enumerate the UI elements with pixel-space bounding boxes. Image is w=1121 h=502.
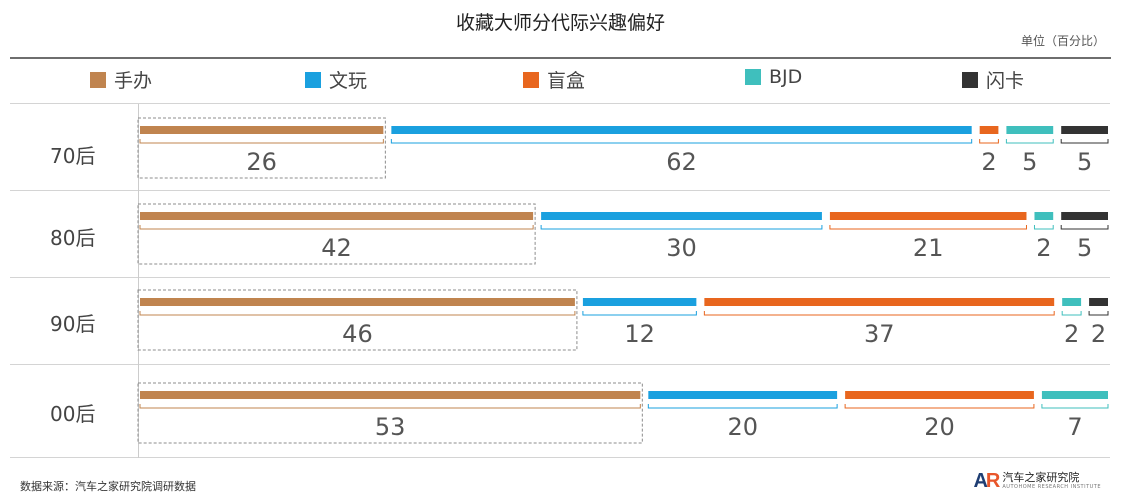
- data-label-闪卡-80后: 5: [1077, 234, 1092, 262]
- bar-bracket: [1033, 225, 1054, 230]
- highlight-frame: [137, 289, 578, 351]
- bar-手办-80后: [140, 212, 534, 220]
- data-label-盲盒-00后: 20: [924, 413, 955, 441]
- logo-mark: AR: [973, 470, 1000, 492]
- data-label-手办-00后: 53: [375, 413, 406, 441]
- legend-label: 闪卡: [986, 70, 1025, 92]
- data-label-文玩-80后: 30: [666, 234, 697, 262]
- bar-bracket: [1005, 139, 1054, 144]
- bar-文玩-70后: [391, 126, 972, 134]
- y-axis-line: [138, 104, 139, 458]
- title-rule: [10, 57, 1111, 59]
- bar-bracket: [139, 404, 641, 409]
- bar-BJD-70后: [1006, 126, 1054, 134]
- bar-闪卡-80后: [1061, 212, 1108, 220]
- data-label-盲盒-70后: 2: [981, 148, 996, 176]
- row-separator: [10, 190, 1110, 191]
- legend-item-手办: 手办: [90, 66, 152, 93]
- legend-swatch: [305, 71, 321, 88]
- bar-盲盒-00后: [845, 391, 1034, 399]
- bar-BJD-80后: [1034, 212, 1054, 220]
- legend: 手办 文玩 盲盒 BJD 闪卡: [0, 66, 1121, 96]
- data-label-文玩-00后: 20: [727, 413, 758, 441]
- bar-bracket: [1061, 311, 1082, 316]
- data-label-文玩-70后: 62: [666, 148, 697, 176]
- data-label-手办-90后: 46: [342, 320, 373, 348]
- chart-title: 收藏大师分代际兴趣偏好: [455, 12, 665, 34]
- legend-swatch: [523, 71, 539, 88]
- bar-bracket: [139, 139, 384, 144]
- category-label-80后: 80后: [50, 226, 96, 250]
- legend-swatch: [745, 69, 761, 85]
- bar-bracket: [703, 311, 1055, 316]
- data-label-盲盒-80后: 21: [913, 234, 944, 262]
- highlight-frame: [137, 382, 643, 444]
- bar-盲盒-80后: [829, 212, 1027, 220]
- bar-BJD-00后: [1041, 391, 1108, 399]
- bar-bracket: [1060, 225, 1109, 230]
- logo-name: 汽车之家研究院: [1002, 471, 1080, 484]
- bar-bracket: [540, 225, 823, 230]
- row-separator: [10, 457, 1110, 458]
- data-label-闪卡-90后: 2: [1091, 320, 1106, 348]
- bar-bracket: [1088, 311, 1109, 316]
- row-separator: [10, 277, 1110, 278]
- row-separator: [10, 364, 1110, 365]
- bar-bracket: [1041, 404, 1109, 409]
- bar-bracket: [829, 225, 1027, 230]
- highlight-frame: [137, 203, 536, 265]
- unit-label: 单位（百分比）: [1020, 34, 1105, 48]
- bar-bracket: [647, 404, 838, 409]
- bar-bracket: [979, 139, 999, 144]
- bar-bracket: [844, 404, 1035, 409]
- bar-文玩-00后: [648, 391, 838, 399]
- legend-label: 手办: [114, 70, 153, 92]
- legend-item-盲盒: 盲盒: [523, 66, 585, 93]
- bar-闪卡-70后: [1061, 126, 1108, 134]
- data-label-BJD-90后: 2: [1064, 320, 1079, 348]
- legend-item-文玩: 文玩: [305, 66, 367, 93]
- bar-文玩-80后: [541, 212, 822, 220]
- publisher-logo: AR 汽车之家研究院 AUTOHOME RESEARCH INSTITUTE: [973, 470, 1101, 493]
- bar-闪卡-90后: [1089, 298, 1108, 306]
- legend-label: 文玩: [329, 70, 368, 92]
- data-label-BJD-70后: 5: [1022, 148, 1037, 176]
- legend-swatch: [90, 71, 106, 88]
- bar-手办-00后: [140, 391, 641, 399]
- data-label-BJD-80后: 2: [1036, 234, 1051, 262]
- data-label-闪卡-70后: 5: [1077, 148, 1092, 176]
- bar-bracket: [1060, 139, 1109, 144]
- bar-bracket: [139, 225, 534, 230]
- data-label-BJD-00后: 7: [1067, 413, 1082, 441]
- category-label-00后: 00后: [50, 402, 96, 426]
- data-label-手办-80后: 42: [321, 234, 352, 262]
- bar-盲盒-70后: [979, 126, 999, 134]
- bar-bracket: [139, 311, 576, 316]
- category-label-70后: 70后: [50, 144, 96, 168]
- bar-盲盒-90后: [704, 298, 1055, 306]
- bar-手办-90后: [140, 298, 575, 306]
- data-label-手办-70后: 26: [246, 148, 277, 176]
- category-label-90后: 90后: [50, 312, 96, 336]
- legend-swatch: [962, 71, 978, 88]
- legend-item-闪卡: 闪卡: [962, 66, 1024, 93]
- bar-bracket: [390, 139, 973, 144]
- bar-手办-70后: [140, 126, 384, 134]
- bar-bracket: [582, 311, 697, 316]
- highlight-frame: [137, 117, 386, 179]
- row-separator: [10, 103, 1110, 104]
- bar-文玩-90后: [582, 298, 697, 306]
- data-source: 数据来源：汽车之家研究院调研数据: [20, 480, 196, 493]
- data-label-文玩-90后: 12: [624, 320, 655, 348]
- legend-item-BJD: BJD: [745, 66, 802, 88]
- logo-tagline: AUTOHOME RESEARCH INSTITUTE: [1002, 484, 1101, 490]
- data-label-盲盒-90后: 37: [864, 320, 895, 348]
- bar-BJD-90后: [1062, 298, 1082, 306]
- legend-label: BJD: [769, 66, 803, 88]
- legend-label: 盲盒: [547, 70, 586, 92]
